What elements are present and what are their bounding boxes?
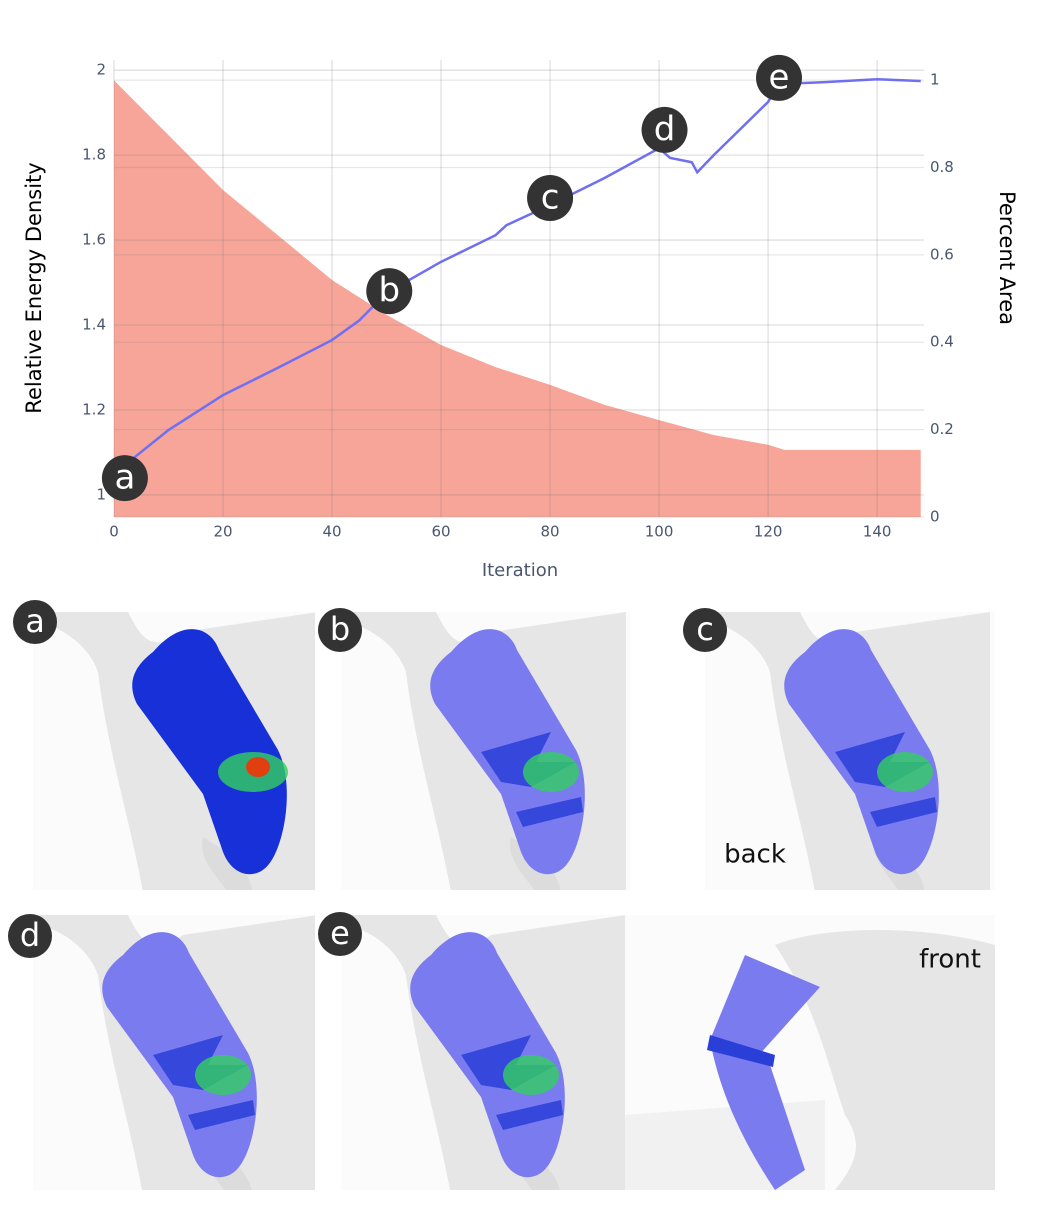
panel-content	[341, 612, 630, 890]
annotation-label: a	[114, 458, 135, 498]
annotation-label: c	[541, 178, 560, 218]
annotation-label: e	[769, 57, 790, 97]
panel-label: b	[330, 610, 350, 648]
panel-content	[625, 915, 995, 1190]
panel	[33, 612, 315, 890]
arm	[102, 932, 257, 1178]
panel-content	[705, 612, 995, 890]
y2-tick-label: 1	[930, 71, 940, 89]
x-tick-label: 100	[645, 523, 674, 541]
y-tick-label: 1	[96, 485, 106, 503]
x-tick-label: 60	[432, 523, 451, 541]
panel	[625, 915, 995, 1190]
panel-content	[341, 915, 630, 1190]
y-tick-label: 1.6	[82, 231, 106, 249]
arm	[410, 932, 565, 1178]
annotation-marker	[366, 268, 413, 315]
stripe	[870, 797, 937, 827]
y-tick-label: 1.8	[82, 146, 106, 164]
panel	[341, 612, 630, 890]
y2-tick-label: 0	[930, 508, 940, 526]
panel-note: front	[919, 945, 981, 975]
panel-note: back	[724, 840, 786, 870]
hot-spot	[877, 752, 933, 792]
annotation-label: b	[378, 271, 400, 311]
x-axis-title: Iteration	[482, 560, 558, 581]
hot-core	[246, 757, 270, 777]
panel-marker	[8, 914, 52, 958]
panel-content	[33, 915, 315, 1190]
stripe	[188, 1100, 255, 1130]
panel	[33, 915, 315, 1190]
y2-axis-title: Percent Area	[995, 191, 1019, 325]
arm	[430, 629, 585, 875]
panel-label: c	[696, 610, 714, 648]
hand	[202, 837, 253, 890]
y-axis-title: Relative Energy Density	[22, 162, 46, 413]
stripe	[707, 1035, 775, 1067]
hot-spot	[523, 752, 579, 792]
panel-marker	[318, 608, 362, 652]
x-tick-label: 40	[322, 523, 341, 541]
stripe	[516, 797, 583, 827]
x-tick-label: 120	[754, 523, 783, 541]
body	[775, 930, 995, 1190]
y2-tick-label: 0.2	[930, 420, 954, 438]
annotation-label: d	[654, 109, 676, 149]
panel-content	[33, 612, 315, 890]
y2-tick-label: 0.8	[930, 158, 954, 176]
x-tick-label: 80	[541, 523, 560, 541]
sleeve	[132, 629, 287, 875]
arm	[132, 629, 288, 875]
y-tick-label: 2	[96, 61, 106, 79]
x-tick-label: 0	[109, 523, 119, 541]
panel	[705, 612, 995, 890]
hot-spot	[195, 1055, 251, 1095]
annotation-marker	[641, 106, 688, 153]
sleeve-lower	[710, 1040, 805, 1190]
y-tick-label: 1.2	[82, 400, 106, 418]
sleeve-upper	[710, 955, 820, 1065]
y-tick-label: 1.4	[82, 316, 106, 334]
panel-label: e	[330, 914, 350, 952]
x-tick-label: 20	[213, 523, 232, 541]
panel-label: a	[25, 602, 45, 640]
annotation-marker	[101, 455, 148, 502]
y2-tick-label: 0.6	[930, 245, 954, 263]
annotation-marker	[527, 175, 574, 222]
area	[114, 80, 921, 517]
x-tick-label: 140	[863, 523, 892, 541]
panel-marker	[13, 600, 57, 644]
hot-spot	[503, 1055, 559, 1095]
panel-label: d	[20, 916, 40, 954]
annotation-marker	[756, 54, 803, 101]
panel	[341, 915, 630, 1190]
panel-marker	[318, 912, 362, 956]
panel-marker	[683, 608, 727, 652]
stripe	[496, 1100, 563, 1130]
arm	[784, 629, 939, 875]
y2-tick-label: 0.4	[930, 333, 954, 351]
